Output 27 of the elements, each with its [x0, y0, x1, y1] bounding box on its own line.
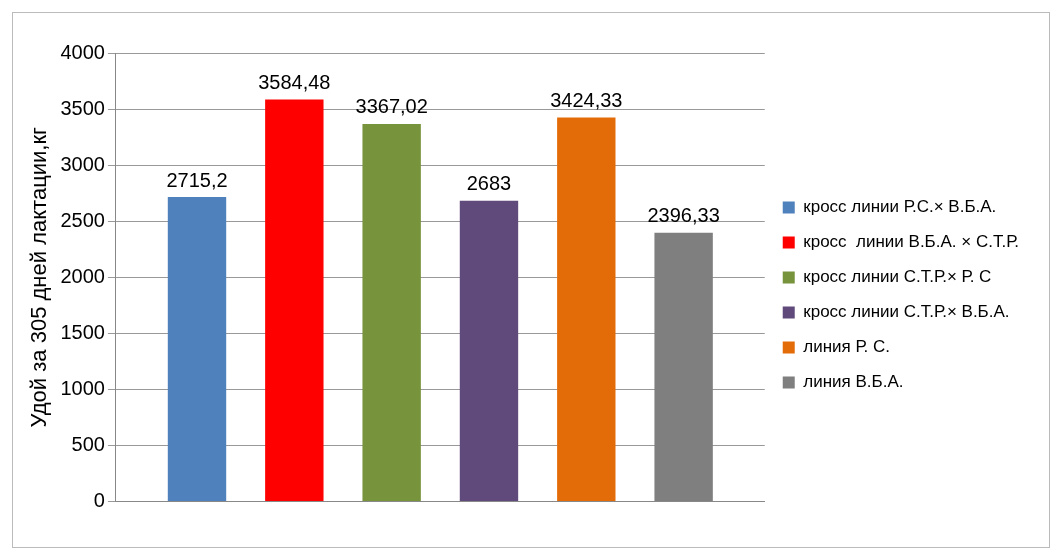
y-tick-label: 1000 [60, 376, 105, 399]
data-label: 2683 [466, 172, 512, 195]
legend-label: кросс линии Р.С.× В.Б.А. [803, 197, 997, 217]
bar [167, 197, 227, 501]
bar [362, 123, 421, 501]
data-label: 3367,02 [355, 95, 428, 118]
y-tick-label: 500 [71, 432, 105, 455]
legend-label: кросс линии С.Т.Р.× В.Б.А. [803, 302, 1010, 322]
data-label: 2396,33 [647, 204, 720, 227]
bar [557, 117, 616, 501]
y-tick-label: 2500 [60, 208, 105, 231]
data-label: 3584,48 [258, 71, 331, 94]
y-tick-label: 2000 [60, 264, 105, 287]
y-tick-label: 0 [93, 488, 105, 511]
y-axis-title: Удой за 305 дней лактации,кг [26, 126, 52, 428]
legend-label: линия Р. С. [803, 337, 891, 357]
legend-label: кросс линии В.Б.А. × С.Т.Р. [803, 232, 1019, 252]
y-tick-label: 4000 [60, 40, 105, 63]
legend-label: линия В.Б.А. [803, 372, 904, 392]
data-label: 3424,33 [550, 89, 623, 112]
y-tick-label: 3500 [60, 96, 105, 119]
bar [459, 200, 519, 501]
y-tick-label: 3000 [60, 152, 105, 175]
y-tick-label: 1500 [60, 320, 105, 343]
data-label: 2715,2 [166, 168, 228, 191]
bar [265, 99, 324, 501]
legend-label: кросс линии С.Т.Р.× Р. С [803, 267, 992, 287]
